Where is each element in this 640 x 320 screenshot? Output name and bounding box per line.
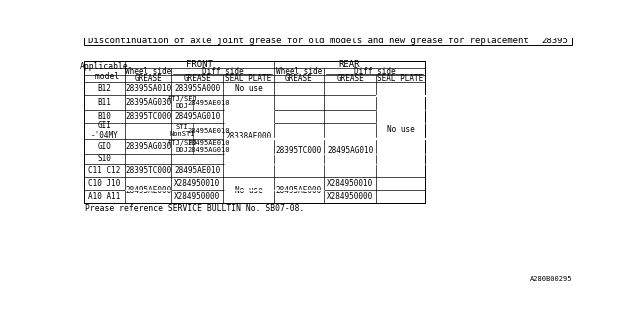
Text: GREASE: GREASE (285, 74, 313, 83)
Text: SEAL PLATE: SEAL PLATE (378, 74, 424, 83)
Bar (223, 138, 273, 139)
Text: GREASE: GREASE (134, 74, 162, 83)
Text: Prease reference SERVICE BULLTIN No. SB07-08.: Prease reference SERVICE BULLTIN No. SB0… (85, 204, 305, 213)
Text: 28495AE010: 28495AE010 (187, 100, 230, 106)
Text: 28395AG030: 28395AG030 (125, 142, 172, 151)
Text: Wheel side: Wheel side (276, 68, 322, 76)
Text: 28395SA000: 28395SA000 (174, 84, 221, 93)
Text: GII
-'04MY: GII -'04MY (90, 121, 118, 140)
Text: SEAL PLATE: SEAL PLATE (225, 74, 272, 83)
Text: B11: B11 (97, 98, 111, 107)
Bar (84, 61, 425, 203)
Text: 28495AE010: 28495AE010 (187, 128, 230, 134)
Text: 28395: 28395 (541, 36, 568, 45)
Text: FTJ/SFJ: FTJ/SFJ (168, 140, 197, 146)
Text: Discontinuation of axle joint grease for old models and new grease for replaceme: Discontinuation of axle joint grease for… (88, 36, 529, 45)
Text: 28495AG010: 28495AG010 (187, 147, 230, 153)
Text: 28495AE010: 28495AE010 (187, 140, 230, 146)
Text: Applicable
 model: Applicable model (80, 62, 129, 81)
Bar (274, 138, 324, 139)
Bar (324, 138, 376, 139)
Text: C11 C12: C11 C12 (88, 166, 120, 175)
Text: A10 A11: A10 A11 (88, 192, 120, 201)
Text: S10: S10 (97, 155, 111, 164)
Text: B10: B10 (97, 112, 111, 121)
Text: 28395TC000: 28395TC000 (125, 166, 172, 175)
Bar (376, 138, 425, 139)
Text: 28395SA010: 28395SA010 (125, 84, 172, 93)
Text: X284950010: X284950010 (174, 179, 221, 188)
Text: A280B00295: A280B00295 (529, 276, 572, 282)
Text: X284950000: X284950000 (327, 192, 373, 201)
Bar (376, 123, 425, 124)
Text: 28495AE010: 28495AE010 (174, 166, 221, 175)
Text: 28395AG030: 28395AG030 (125, 98, 172, 107)
Text: No use: No use (235, 186, 262, 195)
Text: No use: No use (387, 125, 414, 134)
Text: 28395TC000: 28395TC000 (276, 146, 322, 155)
Text: No use: No use (235, 84, 262, 93)
Text: DDJ: DDJ (176, 103, 189, 109)
Text: Wheel side: Wheel side (125, 68, 172, 76)
Text: 28395TC000: 28395TC000 (125, 112, 172, 121)
Text: 28495AG010: 28495AG010 (174, 112, 221, 121)
Text: DDJ: DDJ (176, 147, 189, 153)
Text: FTJ/SFJ: FTJ/SFJ (168, 96, 197, 102)
Text: 28338AE000: 28338AE000 (225, 132, 272, 141)
Bar (223, 123, 273, 124)
Text: Diff side: Diff side (202, 68, 243, 76)
Text: X284950000: X284950000 (174, 192, 221, 201)
Text: FRONT: FRONT (186, 60, 212, 69)
Text: 28495AE000: 28495AE000 (276, 186, 322, 195)
Bar (376, 95, 425, 96)
Text: GIO: GIO (97, 142, 111, 151)
Text: B12: B12 (97, 84, 111, 93)
Text: GREASE: GREASE (184, 74, 211, 83)
Text: STI: STI (176, 124, 189, 131)
Bar (84, 35, 572, 45)
Text: REAR: REAR (339, 60, 360, 69)
Text: 28495AG010: 28495AG010 (327, 146, 373, 155)
Text: 28495AE000: 28495AE000 (125, 186, 172, 195)
Text: Diff side: Diff side (354, 68, 396, 76)
Text: X284950010: X284950010 (327, 179, 373, 188)
Text: C10 J10: C10 J10 (88, 179, 120, 188)
Text: GREASE: GREASE (336, 74, 364, 83)
Text: NonSTI: NonSTI (170, 131, 195, 137)
